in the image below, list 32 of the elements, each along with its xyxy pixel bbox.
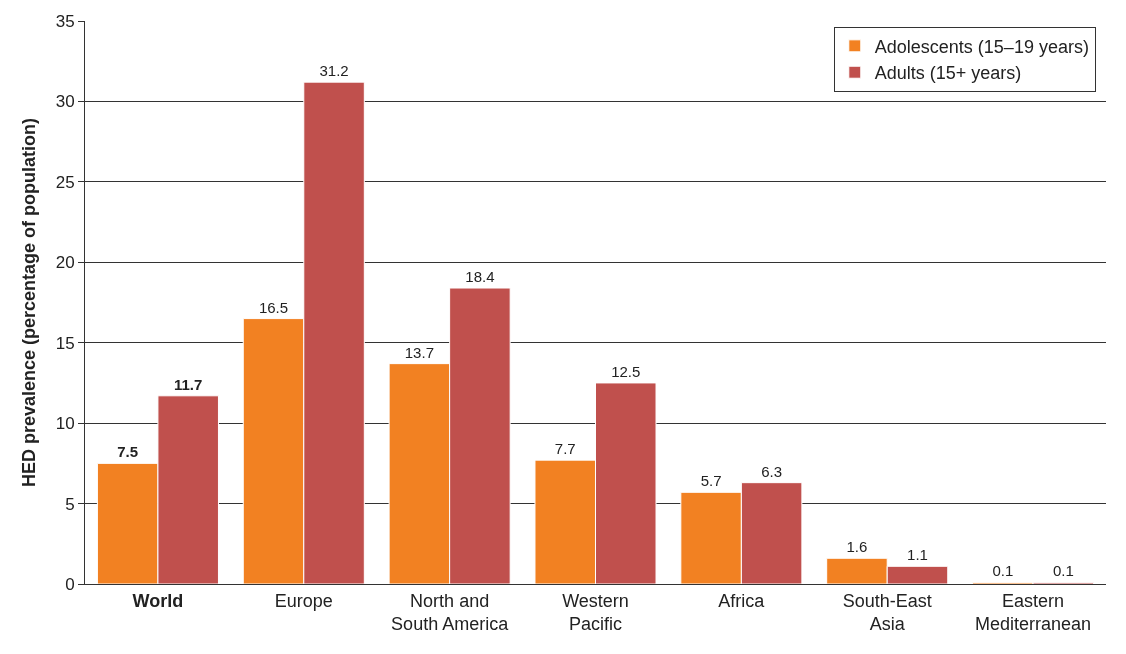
data-label: 13.7 (404, 343, 434, 361)
y-axis-title: HED prevalence (percentage of population) (18, 117, 39, 488)
data-label: 0.1 (1052, 562, 1074, 580)
y-tick-label: 25 (55, 172, 75, 192)
legend-label: Adolescents (15–19 years) (874, 36, 1089, 57)
data-label: 1.1 (907, 546, 928, 564)
data-label: 31.2 (319, 62, 349, 80)
data-label: 5.7 (700, 472, 722, 490)
y-tick-label: 15 (55, 333, 75, 353)
legend-label: Adults (15+ years) (874, 63, 1022, 84)
data-label: 1.6 (846, 538, 868, 556)
y-tick-label: 10 (55, 414, 75, 434)
y-tick-label: 35 (55, 11, 75, 31)
x-tick-label: Western Pacific (562, 590, 629, 634)
data-label: 18.4 (465, 268, 495, 286)
x-tick-label: Africa (718, 590, 766, 611)
data-label: 0.1 (992, 562, 1014, 580)
data-label: 7.5 (117, 443, 139, 461)
y-tick-label: 0 (65, 574, 75, 594)
data-label: 11.7 (174, 375, 203, 393)
x-tick-label: Eastern Mediterranean (975, 590, 1092, 634)
data-label: 16.5 (258, 298, 289, 316)
x-tick-label: North and South America (391, 590, 510, 634)
data-label: 7.7 (554, 440, 576, 458)
data-label: 12.5 (611, 362, 641, 380)
y-tick-label: 5 (65, 494, 75, 514)
x-tick-label: Europe (274, 590, 333, 611)
x-tick-label: World (132, 590, 184, 611)
y-tick-label: 30 (55, 92, 75, 112)
data-label: 6.3 (761, 462, 783, 480)
x-tick-label: South-East Asia (842, 590, 932, 634)
y-tick-label: 20 (55, 253, 75, 273)
